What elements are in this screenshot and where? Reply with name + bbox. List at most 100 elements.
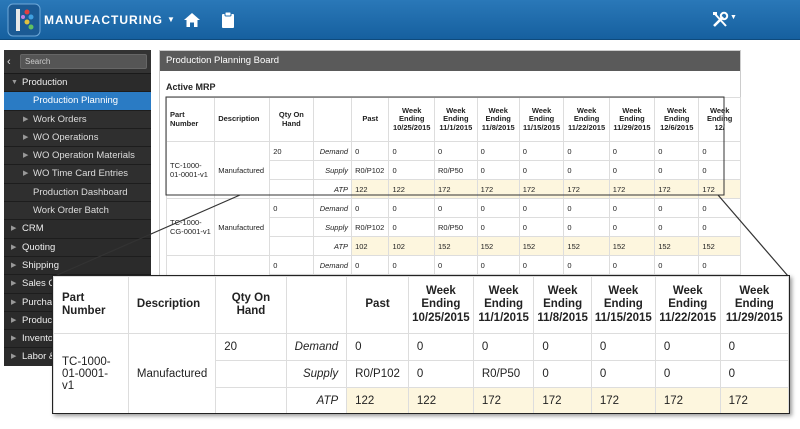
description-cell: Manufactured xyxy=(214,198,271,256)
collapse-sidebar-icon[interactable]: ‹ xyxy=(7,56,11,68)
col-week: Week Ending 11/22/2015 xyxy=(563,97,610,142)
sidebar-item[interactable]: Production Planning xyxy=(4,92,151,111)
col-week: Week Ending 11/15/2015 xyxy=(590,276,656,334)
chevron-right-icon: ▶ xyxy=(23,170,29,178)
sidebar-item-label: Invento xyxy=(22,333,54,345)
sidebar-item-label: Production Planning xyxy=(33,95,119,107)
supply-link[interactable]: R0/P50 xyxy=(433,217,478,237)
demand-value-cell: 0 xyxy=(719,333,789,361)
qty-on-hand-cell: 0 xyxy=(269,198,314,218)
qty-on-hand-cell xyxy=(269,236,314,256)
week-header-text: Week xyxy=(672,285,703,298)
demand-value-cell: 0 xyxy=(351,255,390,275)
col-description: Description xyxy=(127,276,217,334)
demand-value-cell: 0 xyxy=(351,141,390,161)
supply-link[interactable]: R0/P50 xyxy=(433,160,478,180)
qty-on-hand-cell xyxy=(269,160,314,180)
header-row: Part Number Description Qty On Hand Past Wee… xyxy=(166,97,741,142)
table-row: Supply R0/P102 0 R0/P50 0 0 0 0 xyxy=(54,360,789,388)
atp-value-cell: 152 xyxy=(563,236,610,256)
demand-value-cell: 0 xyxy=(346,333,409,361)
col-qty-on-hand: Qty On Hand xyxy=(215,276,287,334)
header-row: Part Number Description Qty On Hand Past Wee… xyxy=(53,276,789,334)
supply-link[interactable]: R0/P50 xyxy=(472,360,535,388)
demand-value-cell: 0 xyxy=(476,198,520,218)
atp-value-cell: 122 xyxy=(351,179,390,199)
sidebar-item[interactable]: ▶ WO Operations xyxy=(4,128,151,148)
week-header-text: 11/15/2015 xyxy=(522,122,561,132)
table-row: TC-1000-01-0001-v1 Manufactured 20 Demand 0 0… xyxy=(53,333,789,413)
col-week: Week Ending 11/22/2015 xyxy=(654,276,721,334)
sidebar-item-label: Production Dashboard xyxy=(33,186,128,198)
sidebar-item[interactable]: ▶ WO Operation Materials xyxy=(4,147,151,166)
demand-value-cell: 0 xyxy=(654,198,700,218)
supply-link[interactable]: R0/P102 xyxy=(351,217,390,237)
col-row-type xyxy=(312,97,353,142)
qty-on-hand-cell: 20 xyxy=(215,333,287,361)
atp-value-cell: 152 xyxy=(433,236,478,256)
part-number-cell[interactable]: TC-1000-01-0001-v1 xyxy=(166,141,216,199)
search-input[interactable]: Search xyxy=(20,54,147,69)
chevron-right-icon: ▶ xyxy=(11,243,17,251)
demand-value-cell: 0 xyxy=(654,333,721,361)
week-header-text: 10/25/2015 xyxy=(412,311,470,324)
atp-value-cell: 172 xyxy=(476,179,520,199)
atp-value-cell: 172 xyxy=(654,387,721,413)
row-type-label: Supply xyxy=(312,217,353,237)
col-qty-on-hand: Qty On Hand xyxy=(269,97,314,142)
clipboard-icon[interactable] xyxy=(219,11,237,29)
col-week: Week Ending 11/8/2015 xyxy=(533,276,592,334)
supply-value-cell: 0 xyxy=(388,160,435,180)
week-header-text: Ending xyxy=(668,298,708,311)
chevron-right-icon: ▶ xyxy=(11,353,17,361)
tools-icon xyxy=(713,11,729,27)
sidebar-item[interactable]: ▶ Shipping xyxy=(4,256,151,276)
part-number-cell[interactable]: TC-1000-01-0001-v1 xyxy=(53,333,129,413)
week-header-text: Week xyxy=(739,285,770,298)
demand-value-cell: 0 xyxy=(476,255,520,275)
table-row: TC-1000-01-0001-v1 Manufactured 20 Demand 0 0… xyxy=(166,141,741,199)
demand-value-cell: 0 xyxy=(388,198,435,218)
sidebar-item-label: Shipping xyxy=(22,259,59,271)
atp-value-cell: 122 xyxy=(346,387,409,413)
sidebar-item[interactable]: ▶ CRM xyxy=(4,220,151,239)
chevron-down-icon: ▼ xyxy=(730,14,737,21)
home-icon[interactable] xyxy=(183,11,201,29)
atp-value-cell: 172 xyxy=(590,387,656,413)
demand-value-cell: 0 xyxy=(433,141,478,161)
supply-link[interactable]: R0/P102 xyxy=(351,160,390,180)
sidebar-item-label: Labor & xyxy=(22,351,56,363)
atp-value-cell: 172 xyxy=(433,179,478,199)
week-header-text: 11/29/2015 xyxy=(725,311,783,324)
supply-link[interactable]: R0/P102 xyxy=(346,360,409,388)
row-type-label: ATP xyxy=(312,179,353,199)
app-switcher[interactable]: MANUFACTURING ▼ xyxy=(44,13,176,27)
week-header-text: Week xyxy=(425,285,456,298)
supply-value-cell: 0 xyxy=(698,160,741,180)
sidebar-item[interactable]: ▼ Production xyxy=(4,74,151,93)
supply-value-cell: 0 xyxy=(698,217,741,237)
week-header-text: Week xyxy=(547,285,578,298)
qty-on-hand-cell: 0 xyxy=(269,255,314,275)
tools-menu[interactable]: ▼ xyxy=(712,11,737,29)
sidebar-item[interactable]: Work Order Batch xyxy=(4,202,151,221)
col-part-number: Part Number xyxy=(166,97,216,142)
col-past: Past xyxy=(346,276,409,334)
sidebar-item[interactable]: ▶ WO Time Card Entries xyxy=(4,165,151,184)
demand-value-cell: 0 xyxy=(472,333,535,361)
app-logo-icon[interactable] xyxy=(7,3,41,37)
week-header-text: 11/22/2015 xyxy=(659,311,717,324)
demand-value-cell: 0 xyxy=(698,141,741,161)
sidebar-item-label: Production xyxy=(22,77,68,88)
sidebar-item[interactable]: ▶ Quoting xyxy=(4,238,151,257)
col-description: Description xyxy=(214,97,271,142)
week-header-text: Ending xyxy=(421,298,461,311)
part-number-cell[interactable]: TC-1000-CG-0001-v1 xyxy=(166,198,216,256)
table-row: TC-1000-CG-0001-v1 Manufactured 0 Demand 0 0 0… xyxy=(166,198,741,256)
week-header-text: 11/8/2015 xyxy=(481,122,515,132)
sidebar-item[interactable]: ▶ Work Orders xyxy=(4,110,151,129)
sidebar-item[interactable]: Production Dashboard xyxy=(4,183,151,203)
demand-value-cell: 0 xyxy=(608,141,656,161)
week-header-text: 11/15/2015 xyxy=(594,311,652,324)
